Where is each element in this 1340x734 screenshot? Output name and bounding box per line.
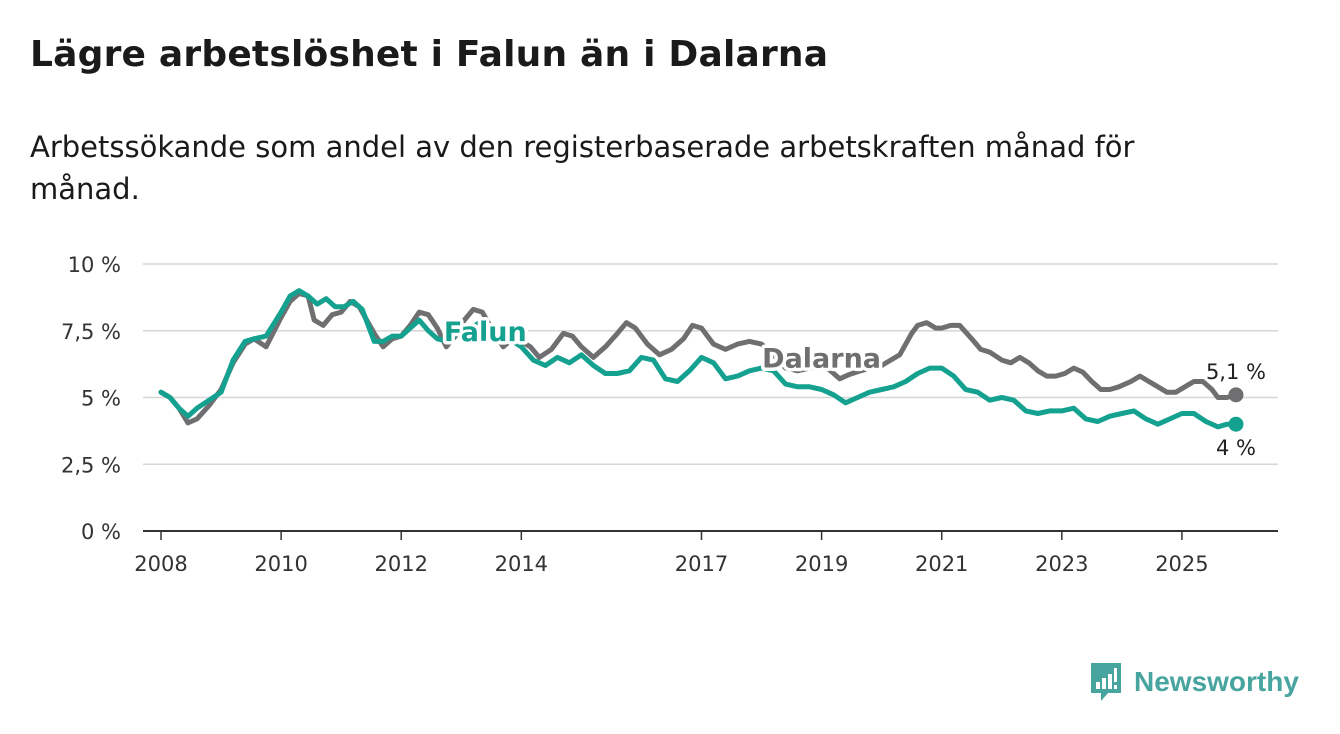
y-tick-label: 2,5 % — [61, 453, 121, 477]
x-tick-label: 2008 — [134, 552, 187, 576]
grid-lines — [143, 263, 1278, 532]
chart-subtitle: Arbetssökande som andel av den registerb… — [30, 130, 1135, 206]
y-tick-label: 7,5 % — [61, 320, 121, 344]
end-value-label-dalarna: 5,1 % — [1206, 360, 1266, 384]
series-labels: Dalarna Falun 5,1 % 4 % — [440, 313, 1268, 462]
series-name-label-dalarna: Dalarna — [762, 343, 881, 374]
chart-title: Lägre arbetslöshet i Falun än i Dalarna — [30, 34, 829, 75]
x-axis-tick-labels: 2008 2010 2012 2014 2017 2019 2021 2023 2025 — [134, 531, 1209, 576]
x-tick-label: 2012 — [375, 552, 428, 576]
series-name-label-falun: Falun — [444, 317, 527, 348]
x-tick-label: 2017 — [675, 552, 728, 576]
x-tick-label: 2019 — [795, 552, 848, 576]
y-tick-label: 5 % — [81, 387, 121, 411]
newsworthy-logo[interactable]: Newsworthy — [1088, 660, 1299, 704]
end-marker-dalarna — [1228, 387, 1244, 403]
y-tick-label: 0 % — [81, 520, 121, 544]
end-value-label-falun: 4 % — [1216, 436, 1256, 460]
end-marker-falun — [1228, 416, 1244, 432]
y-tick-label: 10 % — [68, 253, 121, 277]
newsworthy-logo-icon — [1091, 663, 1121, 701]
x-tick-label: 2021 — [915, 552, 968, 576]
x-tick-label: 2010 — [254, 552, 307, 576]
x-tick-label: 2025 — [1155, 552, 1208, 576]
y-axis-tick-labels: 0 % 2,5 % 5 % 7,5 % 10 % — [61, 253, 121, 544]
series-lines — [158, 288, 1244, 432]
brand-name: Newsworthy — [1134, 666, 1299, 697]
series-line-dalarna — [158, 290, 1239, 426]
x-tick-label: 2014 — [495, 552, 548, 576]
series-line-falun — [158, 288, 1239, 430]
x-tick-label: 2023 — [1035, 552, 1088, 576]
